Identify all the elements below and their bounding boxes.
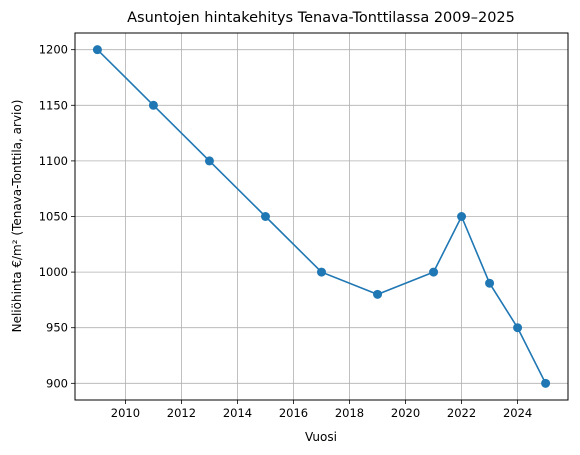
- price-series: [92, 45, 551, 388]
- chart-title: Asuntojen hintakehitys Tenava-Tonttilass…: [127, 10, 515, 26]
- data-point: [317, 267, 326, 277]
- x-tick-label: 2016: [279, 406, 308, 420]
- x-axis-label: Vuosi: [305, 430, 337, 444]
- data-point: [148, 100, 158, 110]
- x-tick-label: 2014: [223, 406, 252, 420]
- y-axis-label: Neliöhinta €/m² (Tenava-Tonttila, arvio): [10, 100, 24, 333]
- x-tick-label: 2020: [391, 406, 420, 420]
- y-axis-ticks: 900 950 1000 1050 1100 1150 1200: [39, 43, 75, 390]
- grid-lines: [75, 33, 568, 400]
- data-point: [457, 212, 467, 221]
- x-tick-label: 2022: [447, 406, 476, 420]
- y-tick-label: 1000: [39, 265, 68, 279]
- data-point: [204, 156, 214, 166]
- y-tick-label: 900: [46, 376, 68, 390]
- data-point: [92, 45, 102, 55]
- data-point: [541, 378, 551, 388]
- data-point: [513, 323, 523, 333]
- data-point: [429, 267, 439, 277]
- y-tick-label: 1050: [39, 210, 68, 224]
- x-tick-label: 2018: [335, 406, 364, 420]
- x-tick-label: 2010: [111, 406, 140, 420]
- data-point: [373, 289, 383, 299]
- data-point: [485, 278, 495, 288]
- y-tick-label: 1100: [39, 154, 68, 168]
- x-axis-ticks: 2010 2012 2014 2016 2018 2020 2022 2024: [111, 400, 532, 420]
- x-tick-label: 2024: [503, 406, 532, 420]
- y-tick-label: 1150: [39, 98, 68, 112]
- y-tick-label: 1200: [39, 43, 68, 57]
- data-point: [260, 212, 270, 221]
- x-tick-label: 2012: [167, 406, 196, 420]
- y-tick-label: 950: [46, 321, 68, 335]
